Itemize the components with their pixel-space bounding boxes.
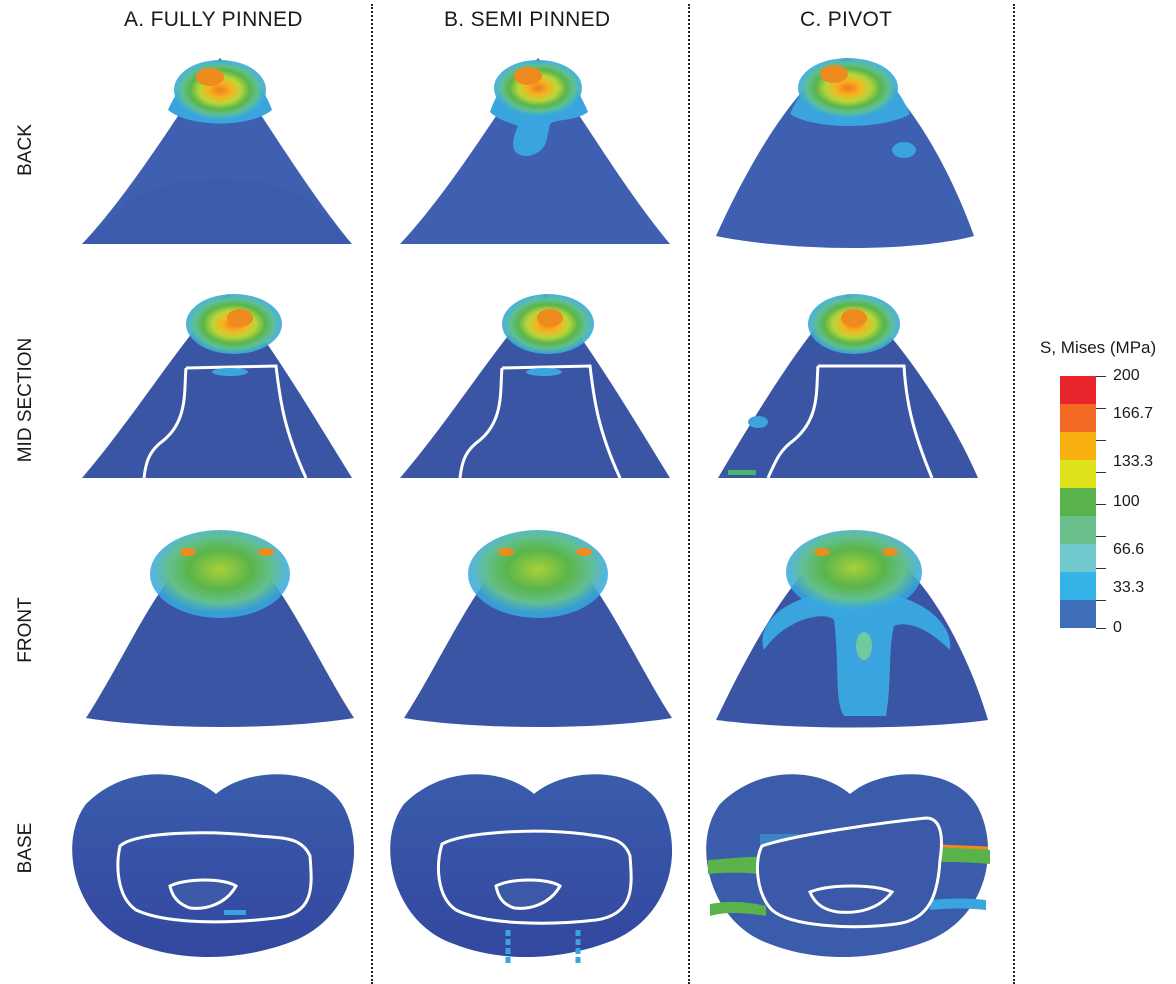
legend-tick-label: 133.3: [1113, 453, 1154, 470]
column-divider-3: [1013, 4, 1015, 984]
row-label-back: BACK: [15, 124, 36, 176]
legend-tick-label: 0: [1113, 619, 1122, 636]
front-fully-pinned-panel: [86, 530, 354, 727]
legend-tick: [1096, 568, 1106, 569]
legend-tick-label: 166.7: [1113, 405, 1154, 422]
legend-tick: [1096, 472, 1106, 473]
color-scale-swatch: [1060, 572, 1096, 600]
mid-section-fully-pinned-panel: [82, 294, 352, 479]
mid-section-pivot-panel: [718, 294, 978, 479]
back-fully-pinned-panel: [82, 58, 352, 244]
legend-tick: [1096, 408, 1106, 409]
legend-tick-label: 100: [1113, 493, 1140, 510]
legend-tick: [1096, 504, 1106, 505]
legend-tick-label: 66.6: [1113, 541, 1145, 558]
color-scale-swatch: [1060, 544, 1096, 572]
column-divider-1: [371, 4, 373, 984]
front-pivot-panel: [716, 530, 988, 728]
legend-tick: [1096, 600, 1106, 601]
color-scale-swatch: [1060, 432, 1096, 460]
color-scale-swatch: [1060, 488, 1096, 516]
color-scale-swatch: [1060, 516, 1096, 544]
back-pivot-panel: [716, 58, 974, 248]
column-title-fully-pinned: A. FULLY PINNED: [124, 8, 303, 31]
front-semi-pinned-panel: [404, 530, 672, 727]
row-label-base: BASE: [15, 822, 36, 874]
color-scale-swatch: [1060, 376, 1096, 404]
column-divider-2: [688, 4, 690, 984]
color-scale-swatch: [1060, 600, 1096, 628]
legend-tick: [1096, 440, 1106, 441]
column-title-pivot: C. PIVOT: [800, 8, 893, 31]
legend-tick: [1096, 536, 1106, 537]
color-scale-bar: [1060, 376, 1096, 628]
color-scale-swatch: [1060, 404, 1096, 432]
base-semi-pinned-panel: [390, 774, 673, 964]
row-label-mid-section: MID SECTION: [15, 337, 36, 463]
legend-title: S, Mises (MPa): [1040, 338, 1157, 357]
back-semi-pinned-panel: [400, 58, 670, 244]
legend-tick: [1096, 628, 1106, 629]
legend-tick: [1096, 376, 1106, 377]
column-title-semi-pinned: B. SEMI PINNED: [444, 8, 611, 31]
row-label-front: FRONT: [15, 597, 36, 663]
base-pivot-panel: [706, 774, 990, 957]
mid-section-semi-pinned-panel: [400, 294, 670, 479]
base-fully-pinned-panel: [72, 774, 355, 957]
legend-tick-label: 33.3: [1113, 579, 1145, 596]
legend-tick-label: 200: [1113, 367, 1140, 384]
color-scale-swatch: [1060, 460, 1096, 488]
